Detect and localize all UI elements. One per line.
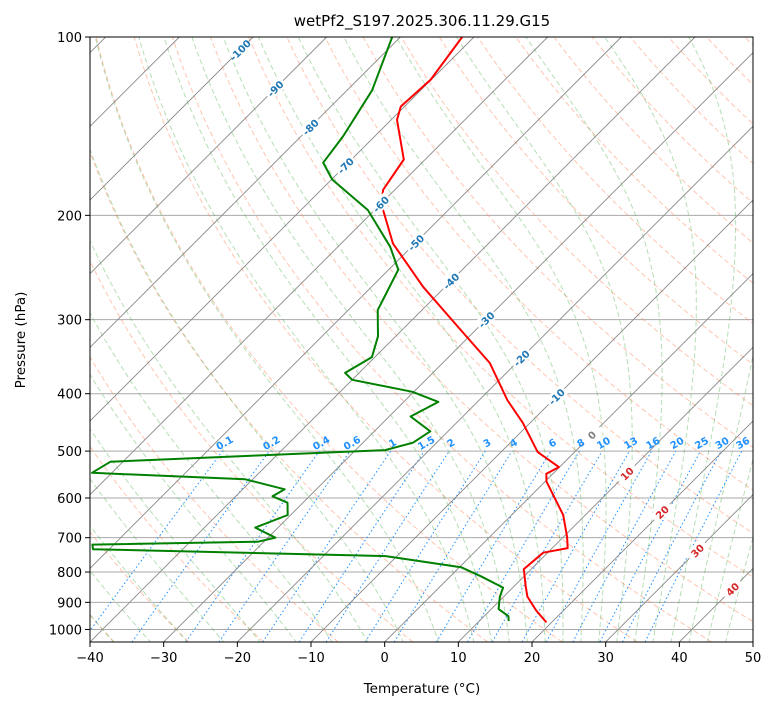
x-axis-label: Temperature (°C) <box>363 681 481 697</box>
dry-adiabat <box>592 37 775 642</box>
mixing-ratio-label: 20 <box>669 436 687 453</box>
moist-adiabat <box>298 37 563 643</box>
mixing-ratio-label: 2 <box>446 437 458 450</box>
mixing-ratio-lines <box>82 451 742 642</box>
mixing-ratio-label: 16 <box>645 436 663 453</box>
moist-adiabat <box>605 37 697 643</box>
moist-adiabat <box>95 37 439 643</box>
isotherm-line <box>458 37 775 642</box>
mixing-ratio-line <box>326 451 449 642</box>
y-tick-label: 100 <box>57 31 82 46</box>
x-tick-label: 30 <box>597 651 614 666</box>
mixing-ratio-line <box>82 451 223 642</box>
moist-adiabat <box>0 37 77 643</box>
isotherm-line <box>164 37 769 642</box>
dry-adiabat <box>363 37 775 642</box>
moist-adiabat <box>707 37 775 643</box>
dry-adiabats <box>0 37 775 642</box>
mixing-ratio-label: 6 <box>547 437 559 450</box>
y-tick-label: 700 <box>57 532 82 547</box>
mixing-ratio-line <box>436 451 551 642</box>
moist-adiabat <box>396 37 606 643</box>
mixing-ratio-label: 13 <box>622 436 640 453</box>
mixing-ratio-label: 3 <box>482 437 494 450</box>
dry-adiabat <box>0 37 264 642</box>
x-axis-ticks: −40 −30 −20 −10 0 10 20 30 40 50 <box>76 642 761 666</box>
dry-adiabat <box>172 37 711 642</box>
mixing-ratio-label: 30 <box>714 436 732 453</box>
x-tick-label: 40 <box>671 651 688 666</box>
mixing-ratio-label: 0.2 <box>261 435 282 453</box>
mixing-ratio-label: 4 <box>508 437 520 450</box>
x-tick-label: 0 <box>381 651 389 666</box>
mixing-ratio-line <box>299 451 424 642</box>
mixing-ratio-line <box>600 451 701 642</box>
x-tick-label: 10 <box>450 651 467 666</box>
moist-adiabats <box>0 37 775 643</box>
temperature-profile-line <box>381 37 568 622</box>
mixing-ratio-label: 36 <box>735 436 753 453</box>
x-tick-label: −40 <box>76 651 103 666</box>
moist-adiabat <box>223 37 527 643</box>
dry-adiabat <box>745 37 775 642</box>
isotherm-label: -100 <box>228 38 254 64</box>
isobar-grid <box>90 37 753 629</box>
moist-adiabat <box>725 37 775 643</box>
y-tick-label: 800 <box>57 566 82 581</box>
y-axis-label: Pressure (hPa) <box>13 292 29 389</box>
y-axis-ticks: 100 200 300 400 500 600 700 800 900 1000 <box>49 31 90 638</box>
y-tick-label: 600 <box>57 492 82 507</box>
dry-adiabat <box>707 37 775 642</box>
dry-adiabat <box>554 37 775 642</box>
dry-adiabat <box>58 37 488 642</box>
y-tick-label: 900 <box>57 596 82 611</box>
x-tick-label: −20 <box>224 651 251 666</box>
isotherm-line <box>753 37 775 642</box>
y-tick-label: 500 <box>57 445 82 460</box>
y-tick-label: 300 <box>57 314 82 329</box>
isotherm-grid <box>0 37 775 642</box>
y-tick-label: 1000 <box>49 623 82 638</box>
chart-title: wetPf2_S197.2025.306.11.29.G15 <box>294 12 550 31</box>
isotherm-line <box>0 37 548 642</box>
mixing-ratio-line <box>263 451 391 642</box>
mixing-ratio-label: 0.1 <box>215 435 236 453</box>
dry-adiabat <box>668 37 775 642</box>
isotherm-line <box>532 37 775 642</box>
x-tick-label: 50 <box>745 651 762 666</box>
isotherm-line <box>0 37 474 642</box>
mixing-ratio-line <box>546 451 651 642</box>
y-tick-label: 200 <box>57 209 82 224</box>
isotherm-line <box>385 37 775 642</box>
x-tick-label: −10 <box>297 651 324 666</box>
x-tick-label: 20 <box>524 651 541 666</box>
dewpoint-profile-line <box>92 37 509 621</box>
mixing-ratio-line <box>468 451 580 642</box>
x-tick-label: −30 <box>150 651 177 666</box>
y-tick-label: 400 <box>57 388 82 403</box>
